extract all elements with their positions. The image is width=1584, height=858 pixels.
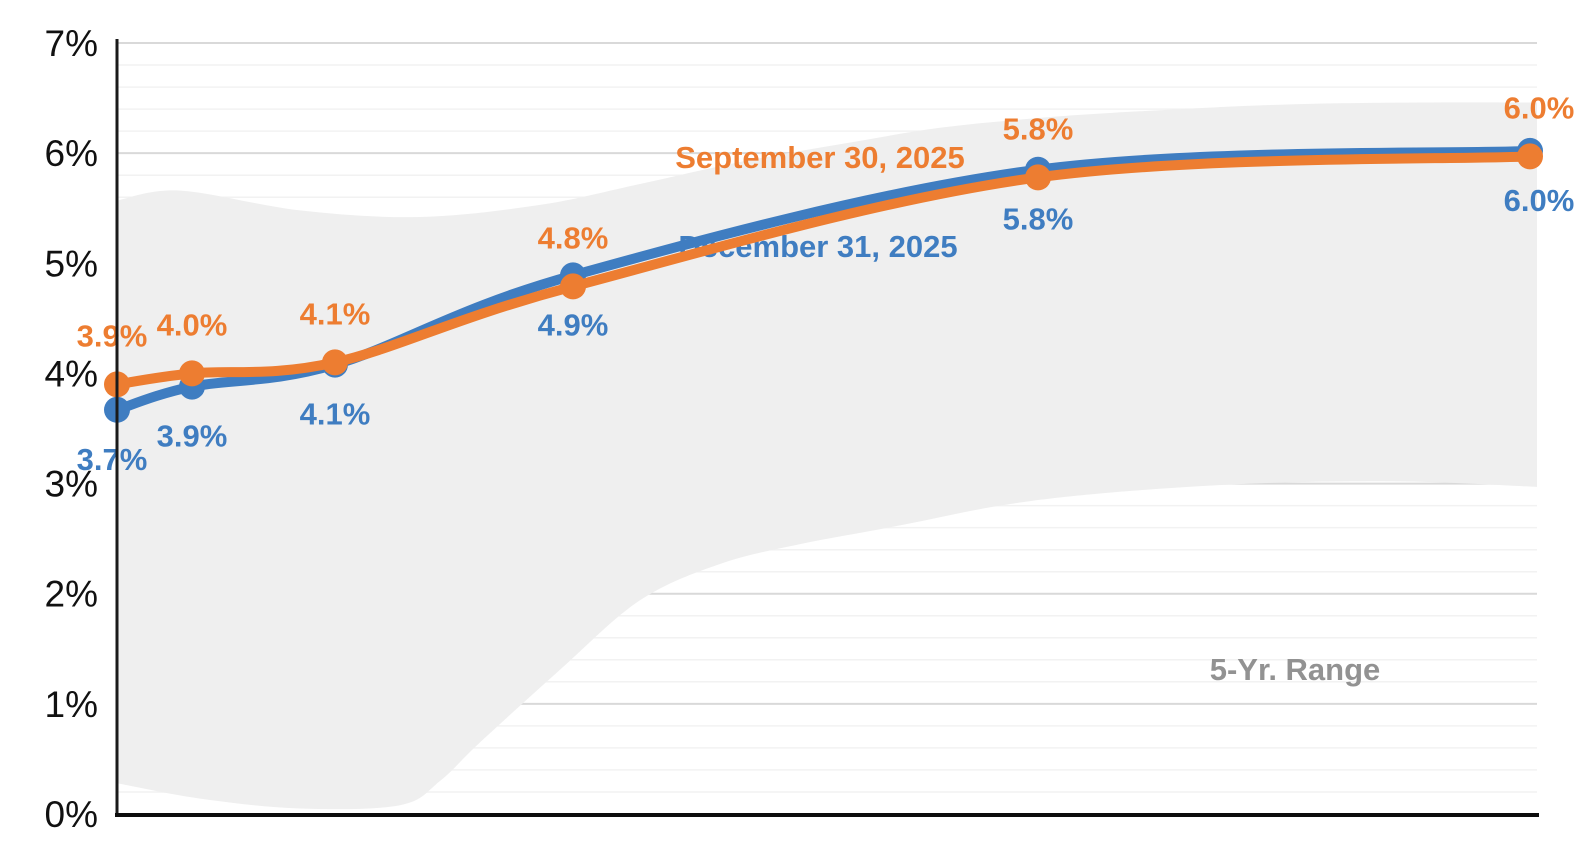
series-line-december bbox=[112, 145, 1535, 415]
data-label-september: 4.0% bbox=[157, 307, 228, 342]
y-axis-tick-label: 2% bbox=[45, 574, 98, 615]
y-axis-tick-label: 7% bbox=[45, 23, 98, 64]
series-name-label-september: September 30, 2025 bbox=[675, 140, 965, 175]
data-label-december: 4.1% bbox=[300, 397, 371, 432]
five-year-range-band bbox=[117, 102, 1537, 810]
data-point-marker-september bbox=[1517, 143, 1543, 170]
data-label-december: 5.8% bbox=[1003, 202, 1074, 237]
y-axis-tick-label: 5% bbox=[45, 243, 98, 284]
data-point-marker-september bbox=[1025, 164, 1051, 191]
data-label-december: 3.7% bbox=[77, 442, 148, 477]
y-axis-tick-label: 0% bbox=[45, 794, 98, 835]
data-label-december: 6.0% bbox=[1504, 183, 1575, 218]
data-label-september: 4.8% bbox=[538, 220, 609, 255]
y-axis-tick-label: 1% bbox=[45, 684, 98, 725]
data-point-marker-september bbox=[179, 360, 205, 387]
data-label-december: 3.9% bbox=[157, 419, 228, 454]
data-point-marker-september bbox=[560, 273, 586, 300]
y-axis-tick-label: 3% bbox=[45, 464, 98, 505]
data-label-september: 3.9% bbox=[77, 318, 148, 353]
data-label-september: 4.1% bbox=[300, 296, 371, 331]
data-label-september: 6.0% bbox=[1504, 90, 1575, 125]
data-label-september: 5.8% bbox=[1003, 111, 1074, 146]
five-year-range-label: 5-Yr. Range bbox=[1210, 652, 1381, 687]
data-point-marker-september bbox=[322, 349, 348, 376]
y-axis-tick-label: 4% bbox=[45, 353, 98, 394]
y-axis-tick-label: 6% bbox=[45, 133, 98, 174]
series-line-september bbox=[112, 151, 1535, 390]
data-label-december: 4.9% bbox=[538, 307, 609, 342]
